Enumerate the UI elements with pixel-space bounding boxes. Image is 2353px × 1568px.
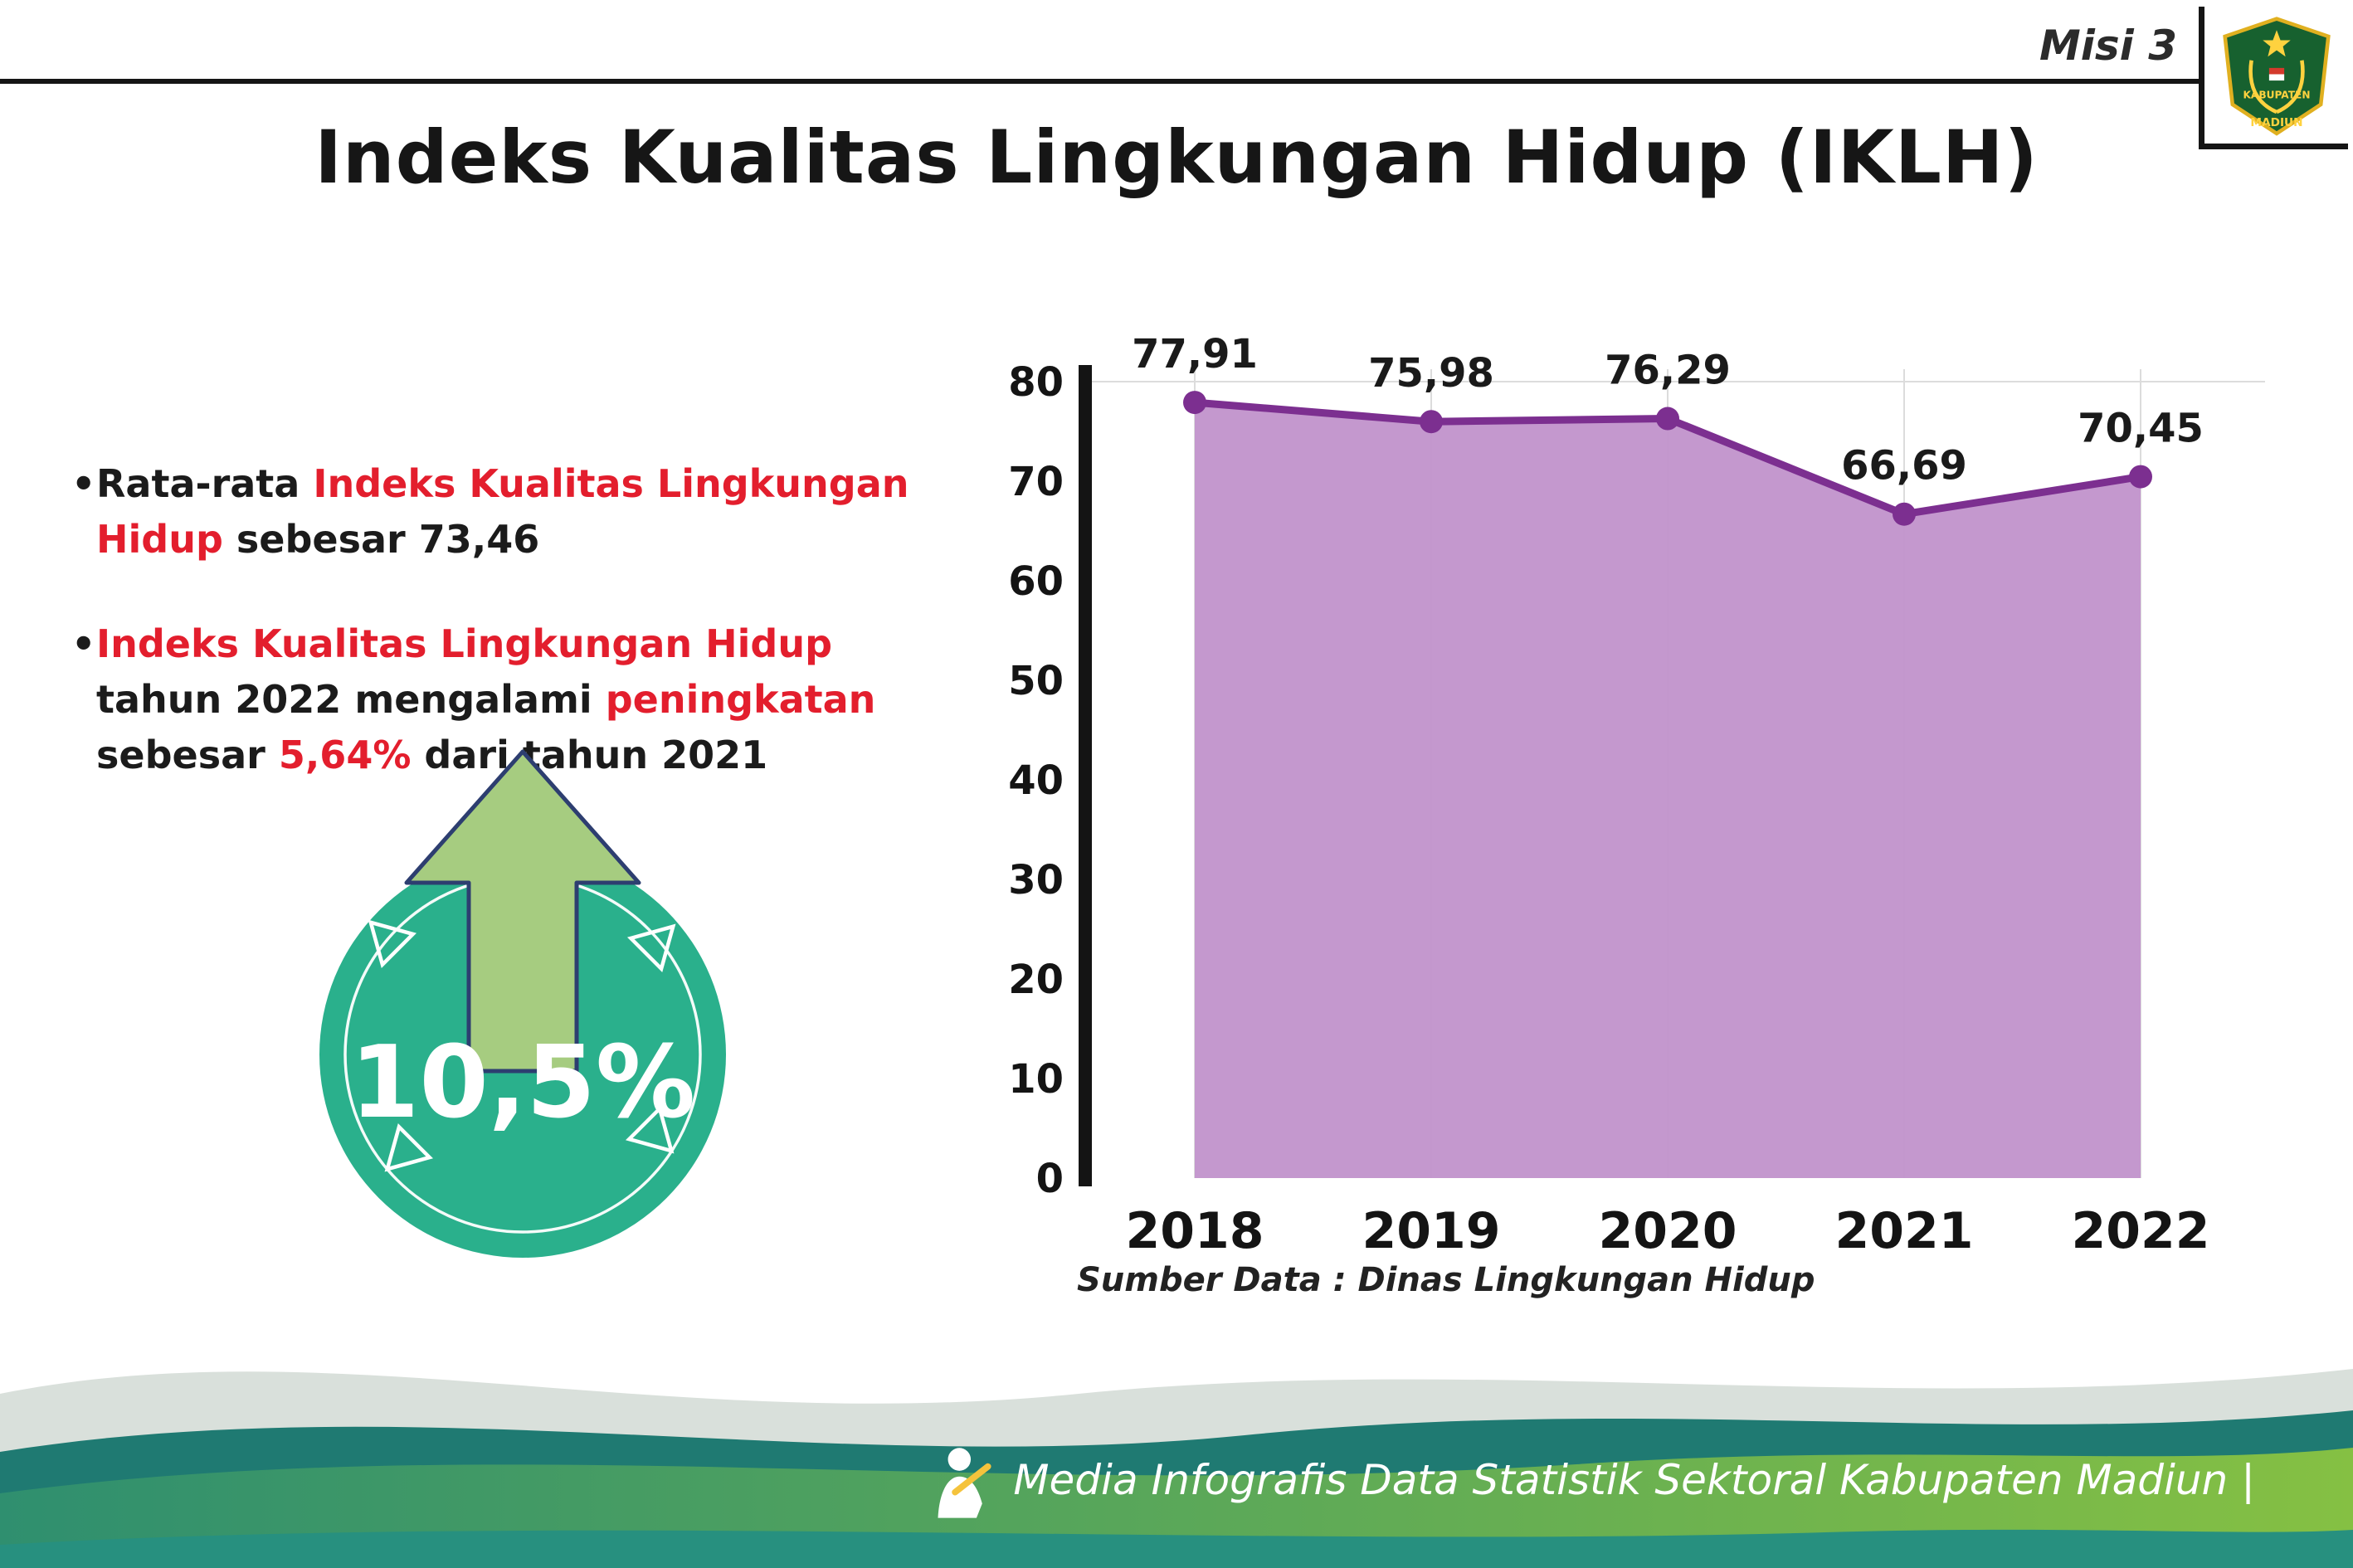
bullet2-text-5: 5,64%: [278, 732, 412, 777]
value-label: 75,98: [1368, 350, 1494, 397]
kabupaten-madiun-logo-icon: KABUPATEN MADIUN: [2222, 16, 2331, 136]
bullet2-text-3: peningkatan: [605, 677, 876, 723]
badge-triangle-nw: [368, 919, 417, 969]
value-label: 70,45: [2078, 406, 2204, 452]
arrow-up-icon: [404, 749, 641, 1074]
y-tick-label: 70: [1008, 459, 1064, 505]
badge-triangle-sw: [384, 1122, 434, 1172]
data-point: [1893, 502, 1916, 526]
writer-head: [948, 1448, 972, 1471]
badge-triangle-se: [625, 1104, 675, 1154]
bullet1-text-3: sebesar 73,46: [222, 516, 540, 562]
logo-rice-left: [2248, 59, 2277, 114]
y-tick-label: 10: [1008, 1056, 1064, 1103]
y-tick-label: 20: [1008, 957, 1064, 1003]
y-tick-label: 80: [1008, 359, 1064, 406]
pencil-icon: [952, 1463, 991, 1496]
page-title: Indeks Kualitas Lingkungan Hidup (IKLH): [314, 114, 2039, 200]
data-point: [2129, 465, 2152, 489]
y-tick-label: 60: [1008, 558, 1064, 605]
badge-value: 10,5%: [350, 1025, 695, 1141]
y-tick-label: 30: [1008, 857, 1064, 903]
x-tick-label: 2018: [1126, 1202, 1264, 1260]
increase-badge: 10,5%: [307, 727, 738, 1269]
badge-triangle-ne: [626, 923, 676, 973]
logo-text-madiun: MADIUN: [2250, 115, 2302, 129]
value-label: 66,69: [1841, 443, 1967, 489]
logo-flag-white: [2268, 73, 2284, 80]
bullet2-text-6: dari tahun 2021: [411, 732, 768, 777]
misi-label: Misi 3: [2039, 22, 2177, 70]
data-point: [1656, 407, 1679, 431]
x-tick-label: 2019: [1362, 1202, 1501, 1260]
bullet-item-increase: Indeks Kualitas Lingkungan Hidup tahun 2…: [71, 616, 967, 782]
footer-caption: Media Infografis Data Statistik Sektoral…: [925, 1440, 2255, 1520]
footer-wave-decoration: [0, 1369, 2353, 1568]
footer-text: Media Infografis Data Statistik Sektoral…: [1013, 1456, 2255, 1504]
bullet2-text-2: tahun 2022 mengalami: [96, 677, 606, 723]
bullet-item-average: Rata-rata Indeks Kualitas Lingkungan Hid…: [71, 456, 967, 567]
increase-badge-graphic: 10,5%: [319, 749, 726, 1258]
data-point: [1420, 410, 1443, 434]
area-fill: [1195, 402, 2141, 1178]
data-point: [1183, 391, 1206, 415]
source-caption: Sumber Data : Dinas Lingkungan Hidup: [1077, 1261, 1815, 1299]
bullet2-text-4: sebesar: [96, 732, 279, 777]
y-tick-label: 50: [1008, 658, 1064, 704]
logo-rice-right: [2275, 59, 2305, 114]
y-tick-label: 40: [1008, 757, 1064, 804]
writer-icon: [938, 1448, 991, 1518]
logo-star-icon: [2262, 29, 2291, 56]
logo-flag-red: [2268, 67, 2284, 74]
value-label: 76,29: [1605, 348, 1731, 394]
logo-frame: KABUPATEN MADIUN: [2199, 7, 2348, 149]
y-tick-label: 0: [1036, 1156, 1064, 1202]
x-tick-label: 2021: [1835, 1202, 1974, 1260]
bullet-list: Rata-rata Indeks Kualitas Lingkungan Hid…: [71, 456, 967, 832]
bullet1-text-1: Rata-rata: [96, 461, 314, 506]
header-divider-line: [0, 79, 2199, 84]
logo-text-kabupaten: KABUPATEN: [2243, 89, 2310, 100]
bullet2-text-1: Indeks Kualitas Lingkungan Hidup: [96, 621, 833, 667]
writer-body: [938, 1476, 983, 1518]
iklh-chart: 0 10 20 30 40 50 60 70 80 77,91 75,98 76,29 66,69 70,…: [954, 274, 2282, 1314]
bullet1-text-2: Indeks Kualitas Lingkungan Hidup: [96, 461, 909, 562]
x-tick-label: 2020: [1599, 1202, 1737, 1260]
value-label: 77,91: [1132, 331, 1258, 377]
x-tick-label: 2022: [2072, 1202, 2210, 1260]
iklh-area-chart: 0 10 20 30 40 50 60 70 80 77,91 75,98 76,29 66,69 70,…: [1008, 331, 2265, 1260]
wave-bottom: [0, 1529, 2353, 1568]
y-axis-bar: [1079, 365, 1092, 1186]
